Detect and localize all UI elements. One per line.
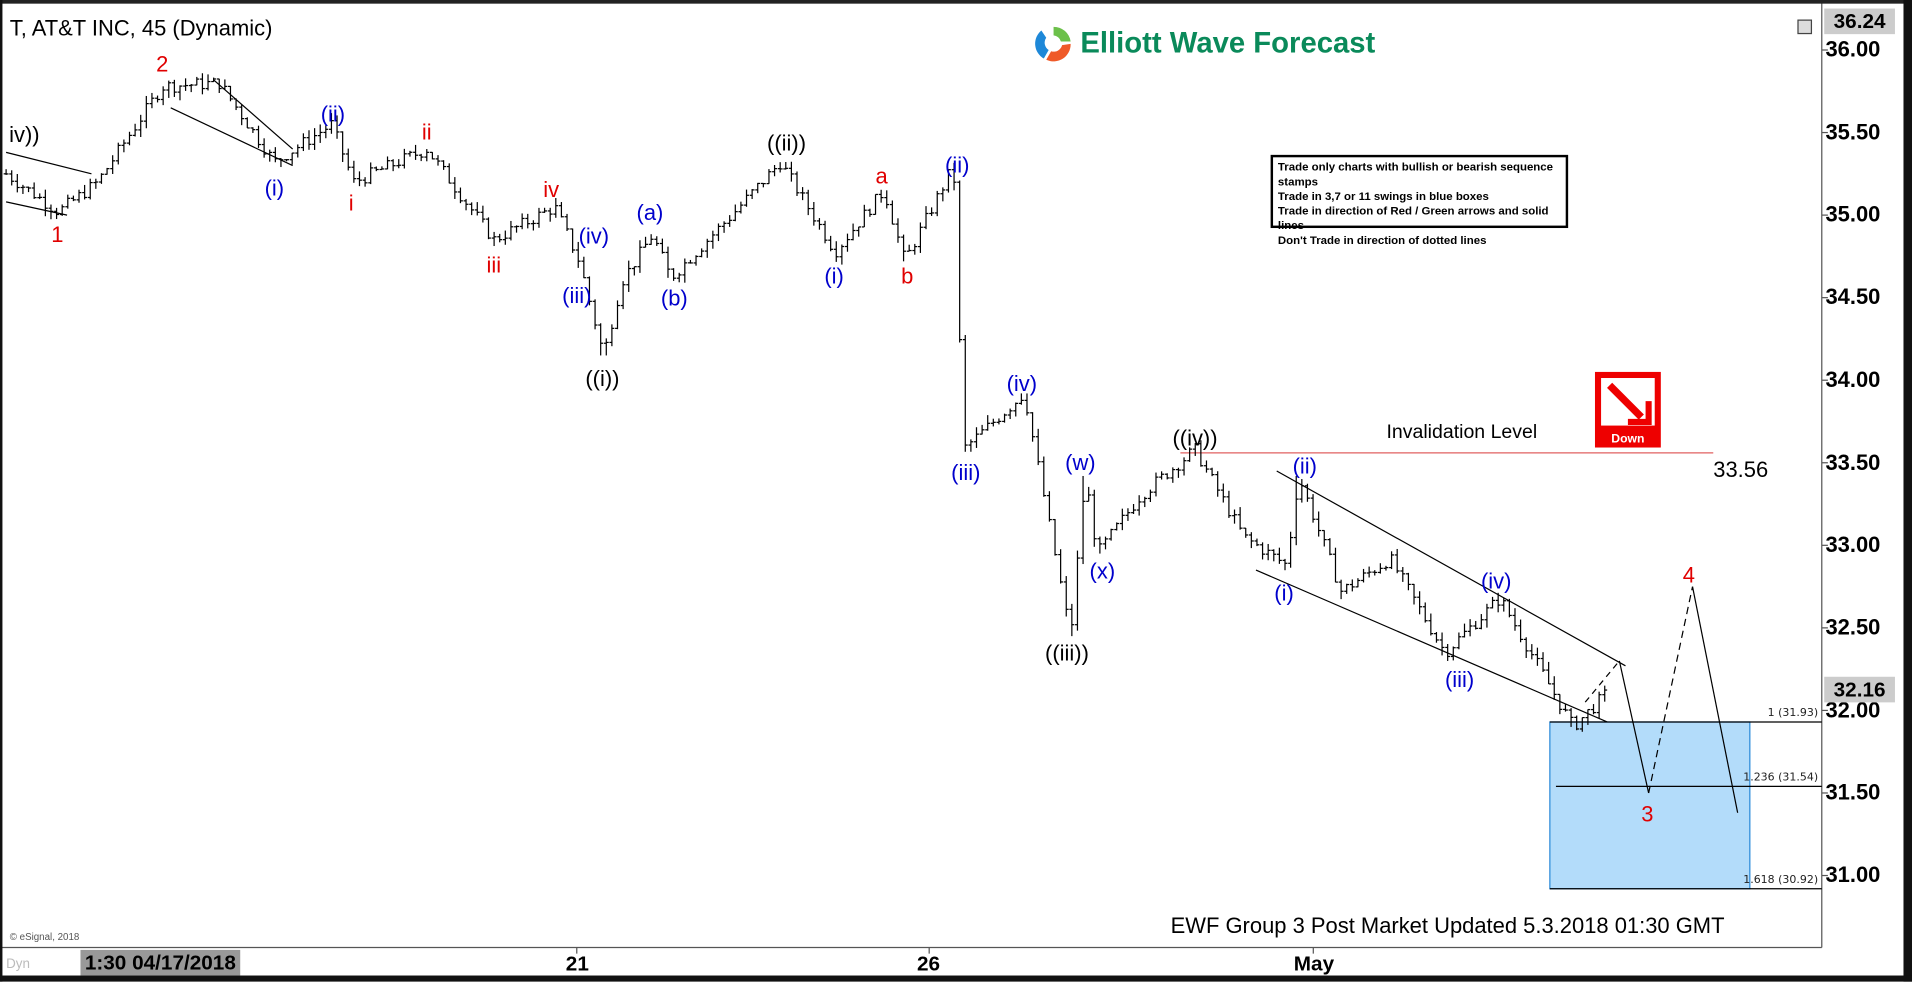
- invalidation-value: 33.56: [1713, 457, 1769, 482]
- price-tick-label: 31.50: [1825, 780, 1881, 805]
- copyright: © eSignal, 2018: [9, 931, 80, 943]
- channel-line: [5, 151, 92, 175]
- channel-line: [1276, 470, 1626, 667]
- wave-label: 2: [156, 51, 169, 77]
- rule-line: Trade in 3,7 or 11 swings in blue boxes: [1277, 189, 1489, 203]
- channel-line: [5, 201, 68, 216]
- price-tick-label: 34.50: [1825, 284, 1881, 310]
- wave-label: ((i)): [585, 366, 620, 391]
- logo-swirl-icon: [1035, 26, 1071, 62]
- time-axis-label: 21: [565, 952, 589, 976]
- price-tick-label: 34.00: [1825, 367, 1881, 392]
- fib-level-label: 1.618 (30.92): [1743, 874, 1819, 887]
- rule-line: Trade only charts with bullish or bearis…: [1277, 159, 1554, 188]
- chart-title: T, AT&T INC, 45 (Dynamic): [9, 15, 273, 41]
- wave-label: (i): [264, 176, 285, 201]
- wave-label: ii: [421, 120, 432, 145]
- wave-label: (iv): [1006, 371, 1038, 396]
- fib-level-label: 1.236 (31.54): [1743, 771, 1819, 784]
- time-axis-label: 1:30 04/17/2018: [80, 949, 241, 976]
- price-tick-label: 33.50: [1825, 449, 1881, 475]
- wave-label: (i): [824, 264, 844, 289]
- down-label: Down: [1611, 432, 1645, 447]
- current-price-marker: 32.16: [1824, 676, 1895, 703]
- wave-label: (a): [636, 200, 664, 225]
- price-tick-label: 35.50: [1825, 119, 1881, 145]
- wave-label: iv: [543, 177, 560, 202]
- wave-label: 1: [51, 222, 64, 247]
- dyn-label[interactable]: Dyn: [6, 957, 30, 972]
- price-tick-label: 31.00: [1825, 862, 1881, 888]
- wave-label: (ii): [1292, 454, 1317, 479]
- invalidation-label: Invalidation Level: [1386, 421, 1538, 443]
- wave-label: (ii): [320, 101, 346, 127]
- wave-label: ((ii)): [767, 131, 807, 156]
- price-tick-label: 33.00: [1825, 532, 1881, 557]
- frame-border: [0, 0, 1912, 4]
- wave-label: (ii): [945, 153, 970, 178]
- frame-border: [0, 975, 1912, 982]
- update-footer: EWF Group 3 Post Market Updated 5.3.2018…: [1170, 913, 1725, 938]
- price-tick-label: 36.00: [1825, 37, 1881, 62]
- projection-dashed: [1584, 660, 1620, 703]
- projection-dashed: [1648, 586, 1694, 794]
- maximize-icon[interactable]: [1797, 19, 1813, 35]
- wave-label: iv)): [9, 122, 40, 147]
- wave-label: (w): [1065, 450, 1096, 475]
- channel-line: [170, 107, 293, 167]
- arrow-down-right-icon: [1601, 378, 1655, 426]
- logo: Elliott Wave Forecast: [1034, 24, 1375, 63]
- wave-label: (iv): [1480, 568, 1512, 594]
- wave-label: (iii): [562, 283, 592, 308]
- frame-border: [1903, 0, 1912, 982]
- price-tick-label: 32.50: [1825, 615, 1881, 640]
- projection-solid: [1691, 586, 1739, 813]
- channel-line: [212, 79, 294, 150]
- wave-label: (iii): [1444, 667, 1475, 693]
- logo-text: Elliott Wave Forecast: [1080, 26, 1376, 60]
- down-badge: Down: [1594, 371, 1661, 448]
- wave-label: ((iii)): [1045, 640, 1089, 666]
- target-blue-box: [1549, 721, 1751, 890]
- wave-label: 3: [1641, 801, 1654, 827]
- wave-label: (iv): [578, 223, 610, 249]
- rule-line: Trade in direction of Red / Green arrows…: [1277, 203, 1549, 232]
- wave-label: iii: [486, 253, 502, 278]
- wave-label: ((iv)): [1172, 426, 1218, 451]
- price-tick-label: 35.00: [1825, 202, 1881, 227]
- wave-label: (iii): [951, 460, 981, 485]
- time-axis-label: 26: [916, 952, 941, 976]
- wave-label: (i): [1274, 581, 1294, 606]
- channel-line: [1255, 569, 1608, 723]
- wave-label: (b): [660, 285, 688, 311]
- frame-border: [0, 0, 3, 982]
- wave-label: 4: [1682, 562, 1695, 588]
- wave-label: (x): [1089, 559, 1116, 584]
- time-axis-label: May: [1293, 952, 1335, 976]
- rule-line: Don't Trade in direction of dotted lines: [1277, 232, 1487, 247]
- fib-level-label: 1 (31.93): [1767, 707, 1819, 720]
- price-axis-top-value: 36.24: [1824, 8, 1895, 35]
- projection-solid: [1618, 660, 1650, 794]
- trading-rules-box: Trade only charts with bullish or bearis…: [1270, 154, 1569, 246]
- wave-label: i: [348, 190, 354, 216]
- wave-label: b: [901, 264, 914, 289]
- wave-label: a: [875, 164, 888, 189]
